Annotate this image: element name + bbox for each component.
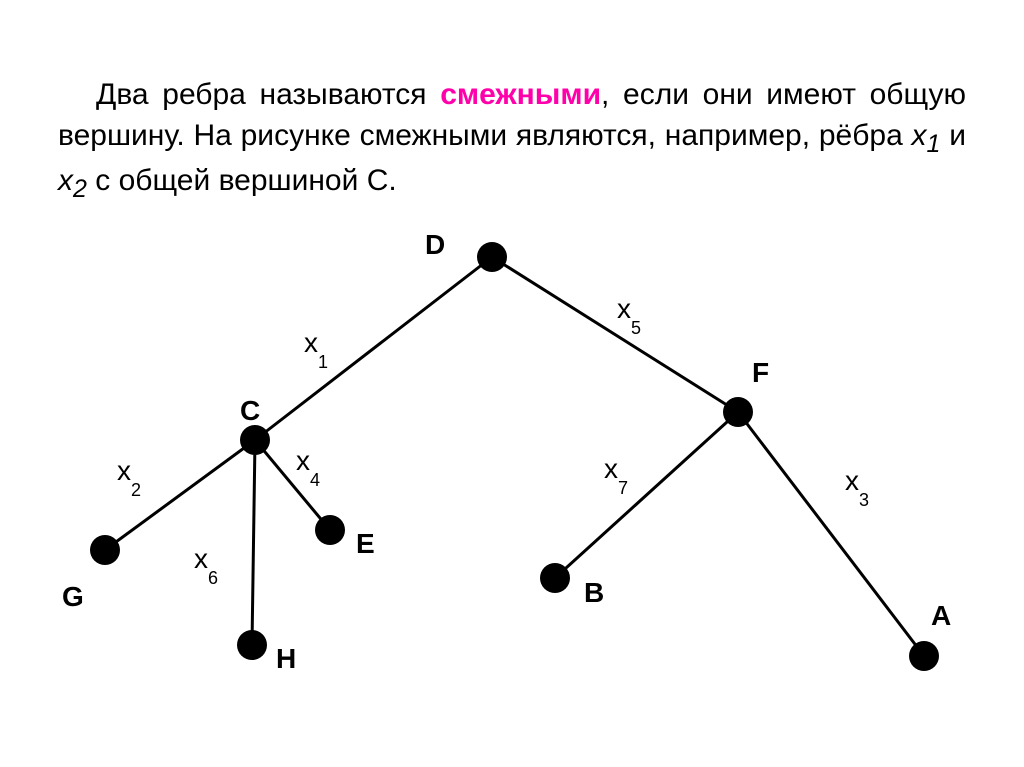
node-labels: D C G E H F B A <box>62 229 951 674</box>
node-C <box>240 425 270 455</box>
slide: Два ребра называются смежными, если они … <box>0 0 1024 767</box>
node-F <box>723 397 753 427</box>
node-label-G: G <box>62 581 84 612</box>
edge-label-C-G: x2 <box>117 455 141 500</box>
edge-F-B <box>555 412 738 578</box>
edge-D-C <box>255 257 492 440</box>
node-label-F: F <box>752 357 769 388</box>
graph-edges <box>105 257 924 656</box>
node-label-C: C <box>240 395 260 426</box>
node-E <box>315 515 345 545</box>
node-B <box>540 563 570 593</box>
edge-label-C-E: x4 <box>296 445 320 490</box>
node-label-H: H <box>276 643 296 674</box>
edge-C-H <box>252 440 255 645</box>
node-label-E: E <box>356 528 375 559</box>
node-H <box>237 630 267 660</box>
edge-label-C-H: x6 <box>194 543 218 588</box>
edge-label-D-F: x5 <box>617 293 641 338</box>
graph-nodes <box>90 242 939 671</box>
edge-label-D-C: x1 <box>304 327 328 372</box>
edge-labels: x1 x2 x4 x6 x5 x7 x3 <box>117 293 869 588</box>
node-A <box>909 641 939 671</box>
node-label-D: D <box>425 229 445 260</box>
edge-label-F-B: x7 <box>604 453 628 498</box>
edge-D-F <box>492 257 738 412</box>
graph-svg: x1 x2 x4 x6 x5 x7 x3 D C G E H F B A <box>0 0 1024 767</box>
node-D <box>477 242 507 272</box>
node-label-B: B <box>584 577 604 608</box>
edge-label-F-A: x3 <box>845 465 869 510</box>
node-label-A: A <box>931 600 951 631</box>
edge-F-A <box>738 412 924 656</box>
node-G <box>90 535 120 565</box>
